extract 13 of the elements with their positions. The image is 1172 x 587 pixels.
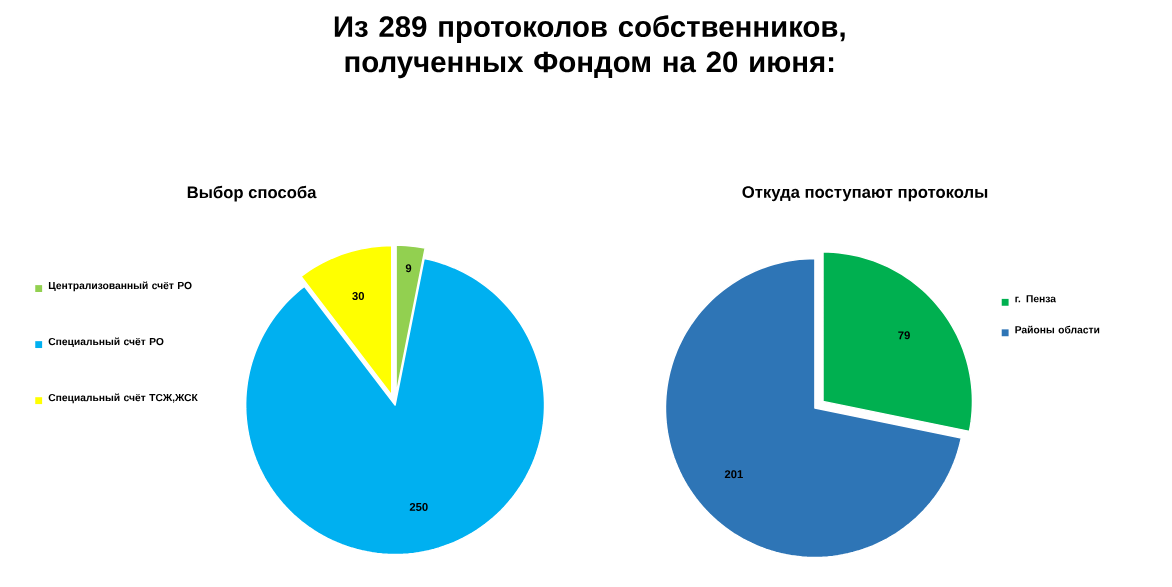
chart-title: Откуда поступают протоколы	[742, 186, 988, 202]
legend-label: Районы области	[1015, 325, 1100, 334]
data-label: 30	[352, 292, 365, 301]
legend-label: Специальный счёт РО	[48, 337, 164, 348]
legend-label: г. Пенза	[1015, 295, 1057, 303]
chart-subtitle: Выбор способа	[187, 185, 317, 202]
legend-label: Централизованный счёт РО	[48, 281, 192, 292]
data-label: 79	[898, 331, 910, 340]
data-label: 201	[724, 470, 743, 479]
chart-title: Из 289 протоколов собственников, полученных Фондом на 20 июня:	[334, 15, 845, 79]
data-label: 250	[409, 502, 428, 511]
data-label: 9	[405, 264, 412, 273]
legend-label: Специальный счёт ТСЖ,ЖСК	[48, 393, 198, 404]
